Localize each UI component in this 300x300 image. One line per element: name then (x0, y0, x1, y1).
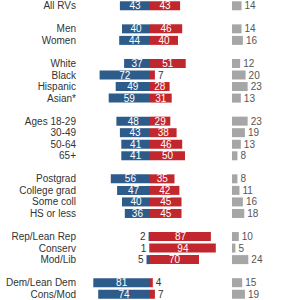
svg-text:5: 5 (138, 254, 144, 265)
svg-text:13: 13 (244, 139, 256, 150)
svg-text:40: 40 (130, 196, 142, 207)
svg-text:Cons/Mod: Cons/Mod (30, 289, 76, 300)
svg-text:45: 45 (160, 196, 172, 207)
svg-text:7: 7 (158, 70, 164, 81)
svg-text:Some coll: Some coll (32, 196, 76, 207)
svg-text:70: 70 (169, 254, 181, 265)
svg-text:1: 1 (141, 243, 147, 254)
svg-text:Ages 18-29: Ages 18-29 (25, 116, 77, 127)
svg-text:43: 43 (159, 0, 171, 11)
svg-text:All RVs: All RVs (43, 0, 76, 11)
svg-text:31: 31 (155, 93, 167, 104)
svg-text:50: 50 (162, 150, 174, 161)
svg-text:24: 24 (251, 254, 263, 265)
svg-text:41: 41 (130, 139, 142, 150)
svg-text:HS or less: HS or less (30, 208, 76, 219)
svg-text:12: 12 (243, 58, 255, 69)
svg-text:74: 74 (119, 289, 131, 300)
svg-text:19: 19 (248, 127, 260, 138)
svg-text:40: 40 (158, 35, 170, 46)
svg-text:Asian*: Asian* (47, 93, 76, 104)
svg-text:14: 14 (245, 0, 257, 11)
svg-text:5: 5 (238, 243, 244, 254)
svg-text:20: 20 (249, 70, 261, 81)
svg-text:30-49: 30-49 (50, 127, 76, 138)
svg-text:48: 48 (128, 116, 140, 127)
svg-text:11: 11 (242, 185, 253, 196)
svg-text:White: White (50, 58, 76, 69)
svg-text:Conserv: Conserv (39, 243, 76, 254)
svg-text:44: 44 (129, 35, 141, 46)
svg-text:42: 42 (159, 185, 171, 196)
svg-text:94: 94 (177, 243, 189, 254)
svg-text:72: 72 (119, 70, 131, 81)
svg-text:16: 16 (246, 196, 258, 207)
svg-text:37: 37 (131, 58, 143, 69)
svg-text:10: 10 (242, 231, 254, 242)
svg-text:19: 19 (248, 289, 260, 300)
svg-text:43: 43 (129, 127, 141, 138)
svg-text:Postgrad: Postgrad (36, 173, 76, 184)
svg-text:35: 35 (157, 173, 169, 184)
svg-text:15: 15 (245, 277, 257, 288)
svg-text:Men: Men (57, 23, 76, 34)
svg-text:59: 59 (124, 93, 136, 104)
svg-text:8: 8 (240, 150, 246, 161)
svg-text:49: 49 (127, 81, 139, 92)
svg-text:16: 16 (246, 35, 258, 46)
svg-text:7: 7 (158, 289, 164, 300)
svg-text:65+: 65+ (59, 150, 76, 161)
svg-text:18: 18 (247, 208, 259, 219)
svg-text:Black: Black (52, 70, 77, 81)
svg-text:81: 81 (116, 277, 128, 288)
svg-text:College grad: College grad (19, 185, 76, 196)
svg-text:4: 4 (156, 277, 162, 288)
svg-text:46: 46 (161, 23, 173, 34)
svg-text:Dem/Lean Dem: Dem/Lean Dem (6, 277, 76, 288)
svg-text:23: 23 (251, 81, 263, 92)
svg-text:Hispanic: Hispanic (38, 81, 76, 92)
svg-text:56: 56 (125, 173, 137, 184)
svg-text:Mod/Lib: Mod/Lib (40, 254, 76, 265)
svg-text:47: 47 (128, 185, 140, 196)
svg-text:Rep/Lean Rep: Rep/Lean Rep (12, 231, 77, 242)
svg-text:38: 38 (158, 127, 170, 138)
svg-text:2: 2 (140, 231, 146, 242)
svg-text:41: 41 (130, 150, 142, 161)
svg-text:43: 43 (129, 0, 141, 11)
svg-text:29: 29 (155, 116, 167, 127)
svg-text:13: 13 (244, 93, 256, 104)
svg-text:40: 40 (130, 23, 142, 34)
svg-text:46: 46 (161, 139, 173, 150)
svg-text:14: 14 (245, 23, 257, 34)
svg-text:36: 36 (132, 208, 144, 219)
svg-text:45: 45 (160, 208, 172, 219)
svg-text:23: 23 (251, 116, 263, 127)
svg-text:28: 28 (154, 81, 166, 92)
svg-text:51: 51 (162, 58, 174, 69)
svg-text:Women: Women (42, 35, 76, 46)
svg-text:8: 8 (240, 173, 246, 184)
svg-text:50-64: 50-64 (50, 139, 76, 150)
svg-text:87: 87 (175, 231, 187, 242)
